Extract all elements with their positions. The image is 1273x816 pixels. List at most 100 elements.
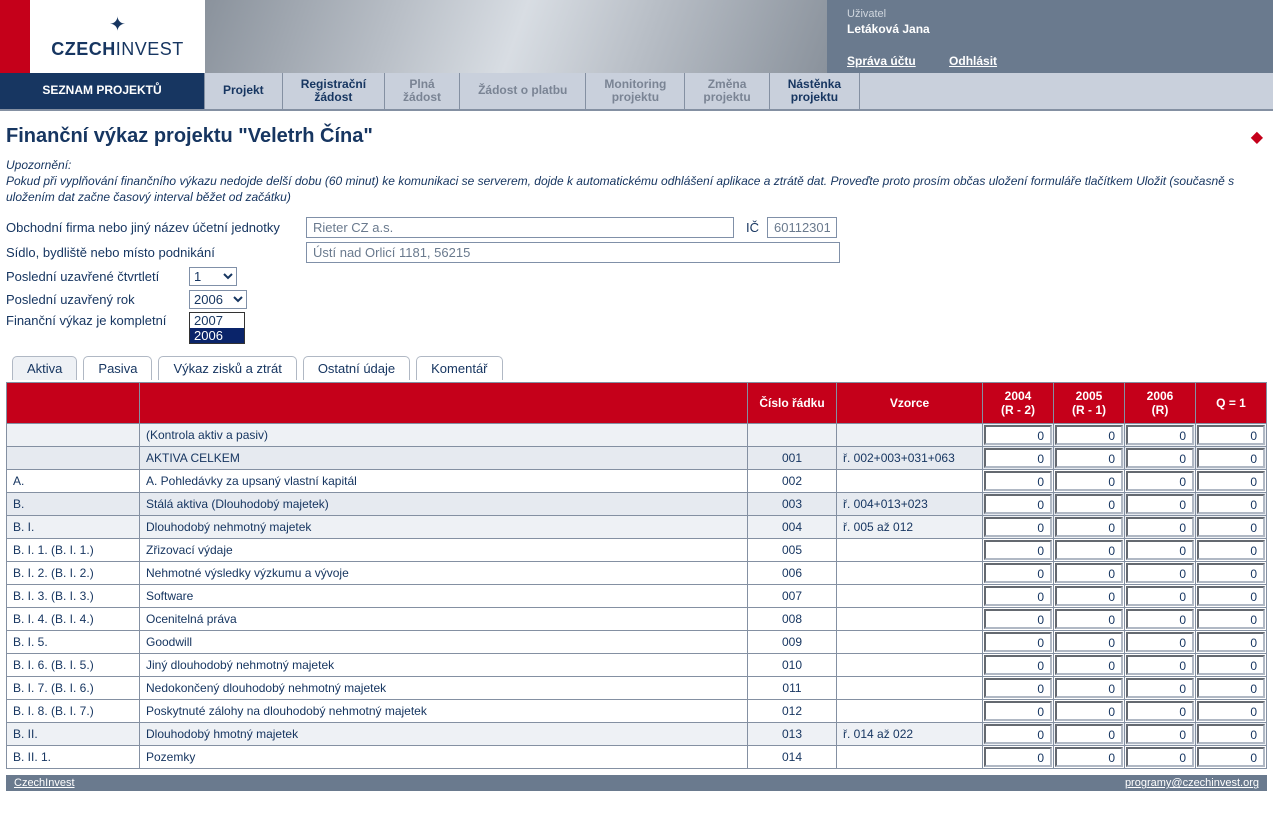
tab[interactable]: Aktiva	[12, 356, 77, 380]
footer-left-link[interactable]: CzechInvest	[14, 777, 75, 789]
cell-value[interactable]: 0	[1125, 608, 1195, 630]
cell-value[interactable]: 0	[1196, 585, 1266, 607]
cell-value[interactable]: 0	[1054, 585, 1124, 607]
cell-value[interactable]: 0	[983, 516, 1053, 538]
nav-item[interactable]: SEZNAM PROJEKTŮ	[0, 73, 205, 109]
nav-item[interactable]: Registračnížádost	[283, 73, 385, 109]
cell-value[interactable]: 0	[1125, 562, 1195, 584]
cell-value[interactable]: 0	[1196, 562, 1266, 584]
cell-value[interactable]: 0	[983, 700, 1053, 722]
cell-value[interactable]: 0	[983, 746, 1053, 768]
tab[interactable]: Výkaz zisků a ztrát	[158, 356, 296, 380]
cell-value[interactable]: 0	[1196, 746, 1266, 768]
cell-value[interactable]: 0	[1125, 470, 1195, 492]
cell-value[interactable]: 0	[1196, 631, 1266, 653]
cell-value[interactable]: 0	[983, 562, 1053, 584]
footer-right-link[interactable]: programy@czechinvest.org	[1125, 777, 1259, 789]
tab[interactable]: Ostatní údaje	[303, 356, 410, 380]
cell-value[interactable]: 0	[1054, 654, 1124, 676]
cell-value[interactable]: 0	[983, 447, 1053, 469]
cell-value[interactable]: 0	[1054, 447, 1124, 469]
cell-formula: ř. 014 až 022	[837, 723, 982, 745]
quarter-select[interactable]: 1	[189, 267, 237, 286]
cell-value[interactable]: 0	[1125, 493, 1195, 515]
cell-value[interactable]: 0	[1125, 539, 1195, 561]
address-label: Sídlo, bydliště nebo místo podnikání	[6, 245, 306, 260]
cell-value[interactable]: 0	[1125, 631, 1195, 653]
cell-value[interactable]: 0	[1196, 516, 1266, 538]
cell-value[interactable]: 0	[1196, 654, 1266, 676]
cell-value[interactable]: 0	[1125, 516, 1195, 538]
cell-value[interactable]: 0	[1125, 723, 1195, 745]
cell-value[interactable]: 0	[1054, 608, 1124, 630]
cell-value[interactable]: 0	[1054, 562, 1124, 584]
cell-value[interactable]: 0	[1196, 723, 1266, 745]
year-select[interactable]: 2006	[189, 290, 247, 309]
cell-value[interactable]: 0	[1054, 723, 1124, 745]
cell-value[interactable]: 0	[983, 493, 1053, 515]
cell-value[interactable]: 0	[1125, 424, 1195, 446]
nav-item[interactable]: Plnážádost	[385, 73, 460, 109]
cell-value[interactable]: 0	[1054, 470, 1124, 492]
cell-value[interactable]: 0	[1125, 700, 1195, 722]
cell-value[interactable]: 0	[1054, 677, 1124, 699]
cell-value[interactable]: 0	[1125, 677, 1195, 699]
cell-value[interactable]: 0	[1196, 608, 1266, 630]
tab[interactable]: Pasiva	[83, 356, 152, 380]
brand-strip	[0, 0, 30, 73]
logo: ✦ CZECHINVEST	[30, 0, 205, 73]
cell-value[interactable]: 0	[1196, 677, 1266, 699]
cell-value[interactable]: 0	[1125, 447, 1195, 469]
cell-value[interactable]: 0	[983, 470, 1053, 492]
cell-value[interactable]: 0	[983, 654, 1053, 676]
year-label: Poslední uzavřený rok	[6, 292, 189, 307]
table-row: (Kontrola aktiv a pasiv)0000	[7, 424, 1266, 446]
cell-value[interactable]: 0	[1196, 493, 1266, 515]
cell-name: Software	[140, 585, 747, 607]
nav-item[interactable]: Projekt	[205, 73, 283, 109]
cell-value[interactable]: 0	[1125, 654, 1195, 676]
cell-value[interactable]: 0	[1196, 424, 1266, 446]
cell-value[interactable]: 0	[1054, 539, 1124, 561]
cell-name: Nedokončený dlouhodobý nehmotný majetek	[140, 677, 747, 699]
cell-value[interactable]: 0	[1054, 746, 1124, 768]
cell-value[interactable]: 0	[1054, 700, 1124, 722]
help-icon[interactable]: ◆	[1251, 127, 1263, 147]
col-q: Q = 1	[1196, 383, 1266, 423]
cell-value[interactable]: 0	[1054, 516, 1124, 538]
nav-item[interactable]: Monitoringprojektu	[586, 73, 685, 109]
cell-value[interactable]: 0	[983, 723, 1053, 745]
cell-value[interactable]: 0	[983, 631, 1053, 653]
logout-link[interactable]: Odhlásit	[949, 54, 997, 68]
cell-rownum: 006	[748, 562, 836, 584]
ic-input[interactable]	[767, 217, 837, 238]
account-link[interactable]: Správa účtu	[847, 54, 916, 68]
company-input[interactable]	[306, 217, 734, 238]
cell-value[interactable]: 0	[1196, 700, 1266, 722]
cell-value[interactable]: 0	[983, 677, 1053, 699]
cell-value[interactable]: 0	[1125, 585, 1195, 607]
cell-index: B. I. 2. (B. I. 2.)	[7, 562, 139, 584]
cell-value[interactable]: 0	[1054, 493, 1124, 515]
nav-item[interactable]: Změnaprojektu	[685, 73, 769, 109]
nav-item[interactable]: Žádost o platbu	[460, 73, 586, 109]
cell-name: Nehmotné výsledky výzkumu a vývoje	[140, 562, 747, 584]
table-row: B. I. 8. (B. I. 7.)Poskytnuté zálohy na …	[7, 700, 1266, 722]
tab[interactable]: Komentář	[416, 356, 502, 380]
cell-value[interactable]: 0	[983, 424, 1053, 446]
cell-value[interactable]: 0	[983, 608, 1053, 630]
cell-value[interactable]: 0	[1196, 447, 1266, 469]
cell-value[interactable]: 0	[1054, 631, 1124, 653]
cell-value[interactable]: 0	[1054, 424, 1124, 446]
cell-value[interactable]: 0	[1196, 470, 1266, 492]
year-option-2007[interactable]: 2007	[190, 313, 244, 328]
year-dropdown[interactable]: 2007 2006	[189, 312, 245, 344]
address-input[interactable]	[306, 242, 840, 263]
cell-value[interactable]: 0	[983, 585, 1053, 607]
cell-value[interactable]: 0	[1125, 746, 1195, 768]
cell-value[interactable]: 0	[983, 539, 1053, 561]
year-option-2006[interactable]: 2006	[190, 328, 244, 343]
nav-item[interactable]: Nástěnkaprojektu	[770, 73, 860, 109]
cell-index: B. I. 3. (B. I. 3.)	[7, 585, 139, 607]
cell-value[interactable]: 0	[1196, 539, 1266, 561]
